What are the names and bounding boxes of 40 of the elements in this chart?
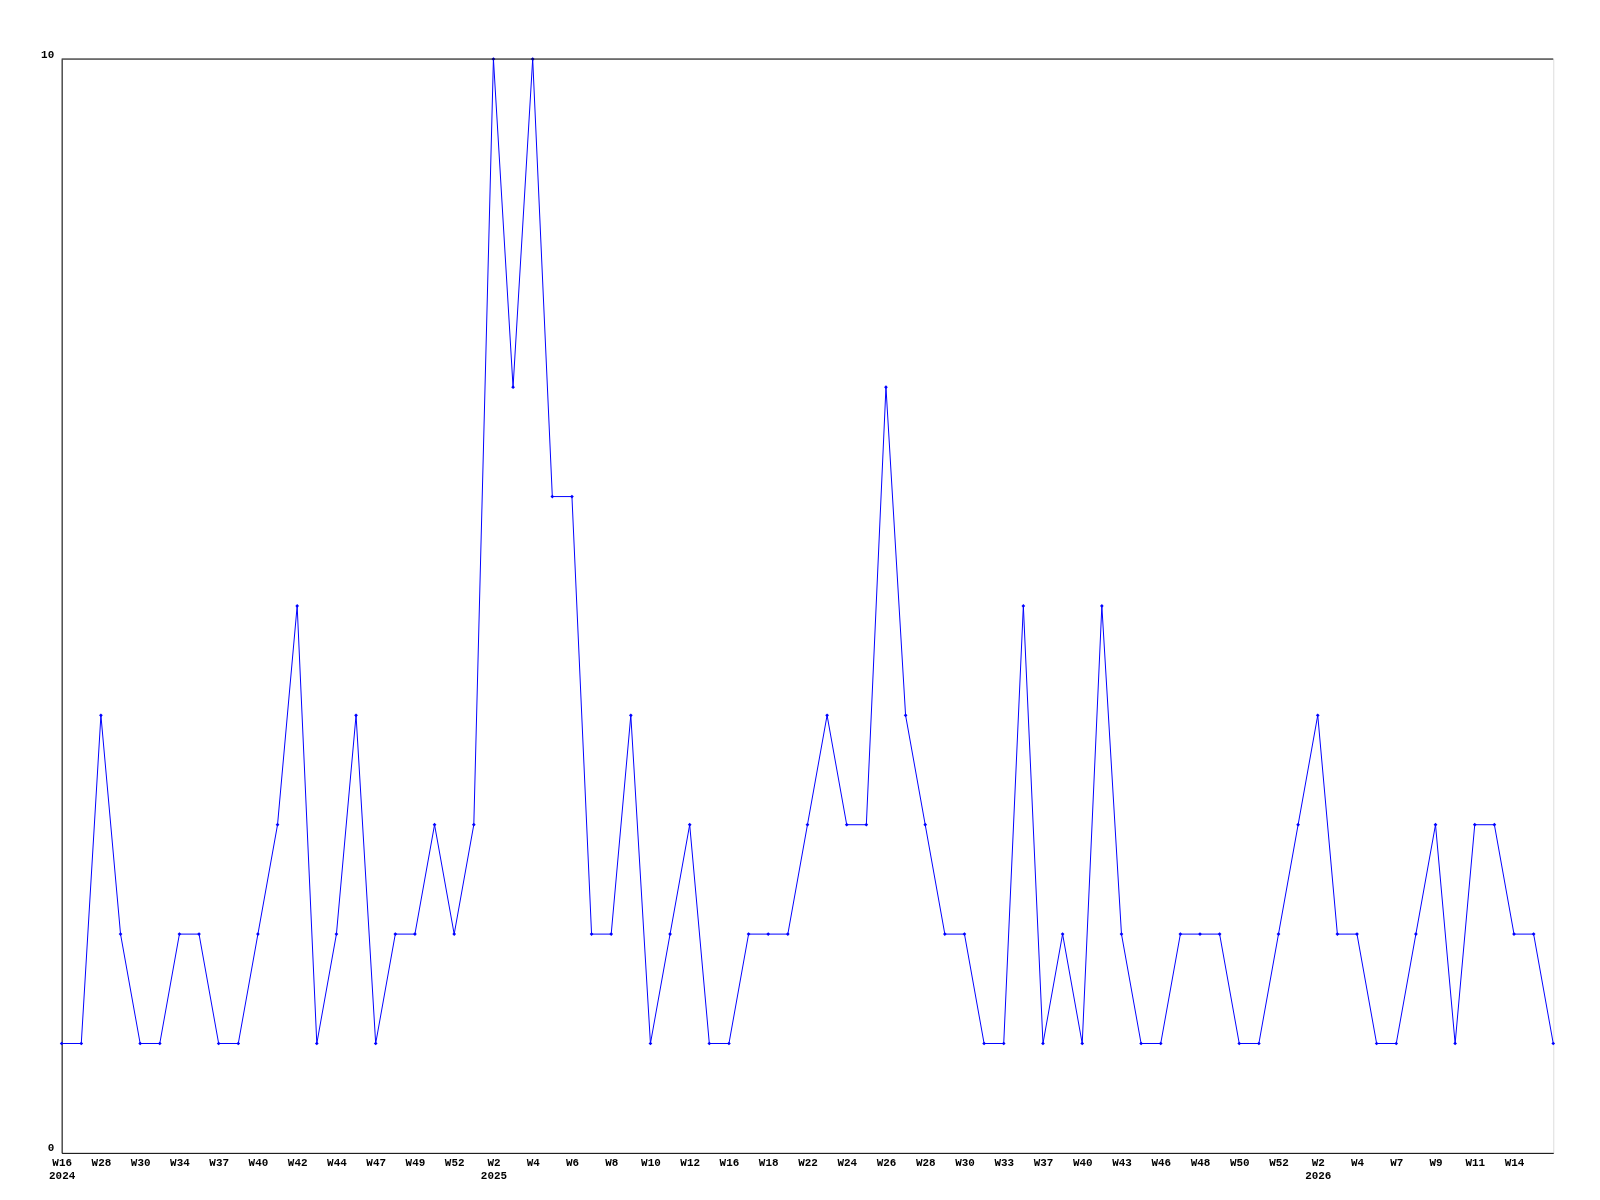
x-tick-label: W11 xyxy=(1465,1157,1486,1170)
x-tick-label: W14 xyxy=(1504,1157,1525,1170)
x-tick-label: W40 xyxy=(248,1157,269,1170)
y-tick-label: 0 xyxy=(47,1142,55,1155)
x-tick-label: W33 xyxy=(994,1157,1015,1170)
x-tick-label: W43 xyxy=(1112,1157,1132,1170)
x-tick-label: W44 xyxy=(327,1157,348,1170)
x-tick-label: W28 xyxy=(915,1157,936,1170)
x-tick-label: W7 xyxy=(1390,1157,1404,1170)
x-tick-label: W46 xyxy=(1151,1157,1172,1170)
x-tick-label: W10 xyxy=(641,1157,661,1170)
x-tick-label: W4 xyxy=(1350,1157,1365,1170)
x-tick-label: W26 xyxy=(876,1157,897,1170)
x-tick-label: W42 xyxy=(287,1157,308,1170)
y-tick-label: 10 xyxy=(41,48,55,61)
x-tick-label: W47 xyxy=(366,1157,387,1170)
x-tick-label: W24 xyxy=(837,1157,858,1170)
x-tick-label: W48 xyxy=(1190,1157,1211,1170)
x-tick-label: W30 xyxy=(130,1157,151,1170)
x-tick-label: W52 xyxy=(1269,1157,1289,1170)
x-tick-label: W30 xyxy=(955,1157,975,1170)
x-tick-label: W28 xyxy=(91,1157,112,1170)
x-tick-label: W2 2026 xyxy=(1305,1157,1332,1183)
x-tick-label: W16 xyxy=(719,1157,740,1170)
x-tick-label: W12 xyxy=(680,1157,701,1170)
x-tick-label: W6 xyxy=(565,1157,579,1170)
x-tick-label: W2 2025 xyxy=(480,1157,508,1183)
x-tick-label: W22 xyxy=(798,1157,818,1170)
x-tick-label: W34 xyxy=(170,1157,191,1170)
x-tick-label: W8 xyxy=(605,1157,619,1170)
x-tick-label: W49 xyxy=(405,1157,426,1170)
x-tick-label: W4 xyxy=(526,1157,541,1170)
x-tick-label: W37 xyxy=(1033,1157,1054,1170)
x-tick-label: W16 2024 xyxy=(49,1157,76,1183)
x-tick-label: W37 xyxy=(209,1157,229,1170)
x-tick-label: W50 xyxy=(1229,1157,1250,1170)
x-tick-label: W40 xyxy=(1072,1157,1093,1170)
x-tick-label: W52 xyxy=(444,1157,465,1170)
x-tick-label: W18 xyxy=(758,1157,779,1170)
x-tick-label: W9 xyxy=(1429,1157,1443,1170)
